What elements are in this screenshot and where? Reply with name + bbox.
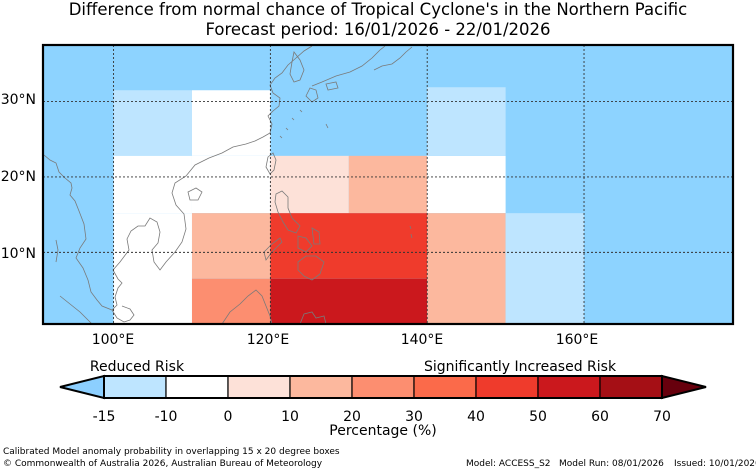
mariana-islands xyxy=(409,225,413,239)
colorbar-segment xyxy=(351,375,415,399)
cb-tick-label: 60 xyxy=(591,409,609,425)
colorbar-segment xyxy=(537,375,601,399)
cb-tick-label: 20 xyxy=(343,409,361,425)
gridlines xyxy=(43,45,733,324)
kyushu-island xyxy=(305,87,319,103)
coastline-malay-peninsula xyxy=(111,305,135,323)
colorbar-segment xyxy=(103,375,167,399)
bonin-islands xyxy=(325,123,329,129)
colorbar-segment xyxy=(227,375,291,399)
probability-cell xyxy=(427,155,506,214)
reduced-risk-label: Reduced Risk xyxy=(90,359,185,375)
colorbar-under-arrow xyxy=(59,374,105,400)
cb-tick-label: -15 xyxy=(93,409,116,425)
probability-cell xyxy=(113,213,192,324)
palawan-island xyxy=(263,237,283,261)
map-border xyxy=(41,43,735,326)
footer-model-run: Model Run: 08/01/2026 xyxy=(559,459,664,469)
colorbar-segment xyxy=(165,375,229,399)
cb-tick-label: 50 xyxy=(529,409,547,425)
colorbar-segment xyxy=(475,375,539,399)
colorbar-segment xyxy=(413,375,477,399)
probability-cell xyxy=(191,213,271,279)
probability-cell xyxy=(348,155,428,214)
ryukyu-islands xyxy=(279,109,303,139)
cb-tick-label: 70 xyxy=(653,409,671,425)
lon-label-120e: 120°E xyxy=(247,332,290,348)
samar-island xyxy=(311,227,321,245)
probability-cell xyxy=(113,90,192,156)
cb-tick-label: 10 xyxy=(281,409,299,425)
korea-peninsula xyxy=(289,51,305,83)
probability-cells xyxy=(113,87,585,324)
probability-cell xyxy=(427,213,506,324)
japan-islands xyxy=(311,45,386,87)
sulawesi-coast xyxy=(299,311,327,325)
footer-copyright: © Commonwealth of Australia 2026, Austra… xyxy=(3,459,323,469)
footer-issued: Issued: 10/01/2026 xyxy=(674,459,756,469)
colorbar-axis-label: Percentage (%) xyxy=(329,423,436,439)
forecast-period-subtitle: Forecast period: 16/01/2026 - 22/01/2026 xyxy=(205,20,551,39)
colorbar-segment xyxy=(289,375,353,399)
lat-label-30n: 30°N xyxy=(1,92,36,108)
hainan-island xyxy=(187,187,203,201)
honshu-north xyxy=(373,46,413,71)
cb-tick-label: -10 xyxy=(155,409,178,425)
footer-description: Calibrated Model anomaly probability in … xyxy=(3,447,340,457)
probability-cell xyxy=(270,155,349,214)
probability-cell xyxy=(191,90,271,156)
probability-cell xyxy=(191,278,271,324)
luzon-island xyxy=(274,190,301,234)
cb-tick-label: 40 xyxy=(467,409,485,425)
probability-cell xyxy=(113,155,192,214)
lat-label-10n: 10°N xyxy=(1,246,36,262)
taiwan-island xyxy=(265,152,277,175)
sumatra-coast xyxy=(59,295,93,325)
footer-model: Model: ACCESS_S2 xyxy=(466,459,551,469)
probability-cell xyxy=(427,87,506,156)
coastline-mainland xyxy=(43,45,313,311)
probability-cell xyxy=(505,213,585,324)
andaman-islands xyxy=(55,239,59,263)
colorbar-ticks: -15 -10 0 10 20 30 40 50 60 70 xyxy=(93,409,671,425)
colorbar-segment xyxy=(599,375,663,399)
probability-cell xyxy=(191,155,271,214)
chart-title: Difference from normal chance of Tropica… xyxy=(68,0,688,19)
probability-cell xyxy=(270,213,428,279)
latitude-labels: 30°N 20°N 10°N xyxy=(1,92,36,262)
colorbar-frame xyxy=(103,375,663,399)
probability-cell xyxy=(270,278,428,324)
lon-label-140e: 140°E xyxy=(401,332,444,348)
lon-label-100e: 100°E xyxy=(92,332,135,348)
shikoku-island xyxy=(325,81,339,91)
lon-label-160e: 160°E xyxy=(556,332,599,348)
coastlines xyxy=(43,45,413,325)
cb-tick-label: 30 xyxy=(405,409,423,425)
increased-risk-label: Significantly Increased Risk xyxy=(424,359,617,375)
colorbar-over-arrow xyxy=(661,374,707,400)
longitude-labels: 100°E 120°E 140°E 160°E xyxy=(92,332,599,348)
borneo-coast xyxy=(221,289,273,325)
lat-label-20n: 20°N xyxy=(1,169,36,185)
colorbar xyxy=(59,374,707,400)
cb-tick-label: 0 xyxy=(224,409,233,425)
visayas-islands xyxy=(297,235,313,253)
mindanao-island xyxy=(297,255,325,281)
